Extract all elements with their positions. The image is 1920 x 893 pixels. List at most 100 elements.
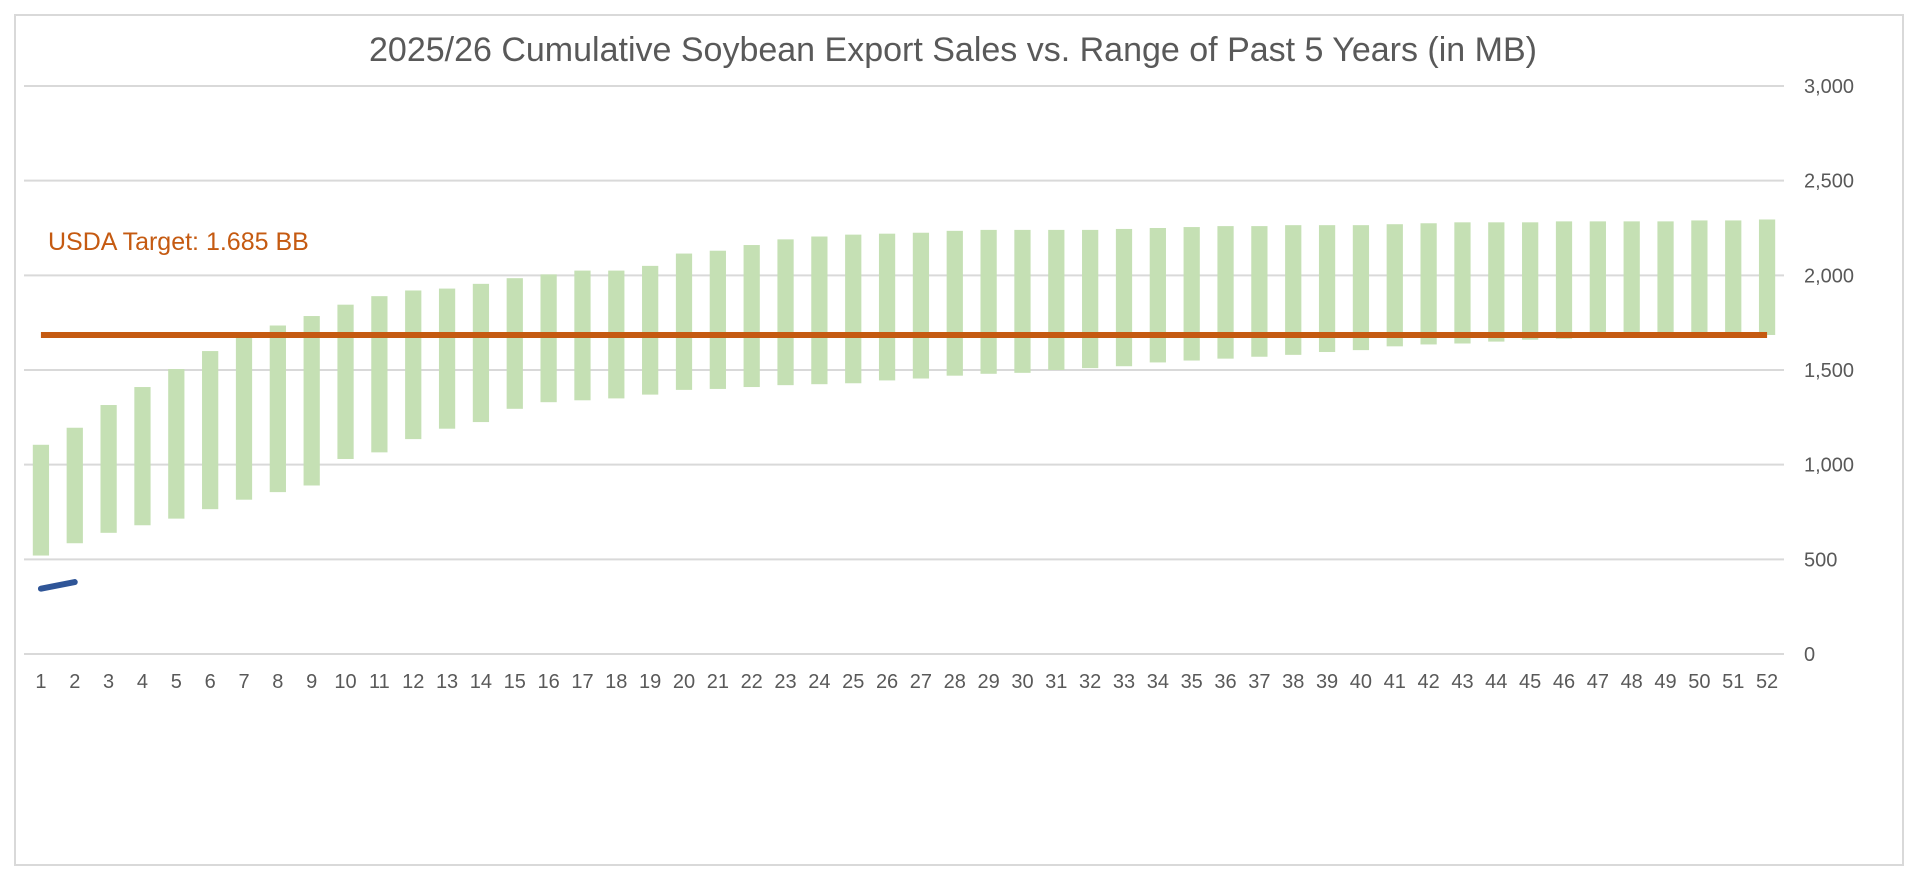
y-tick-label: 2,000 (1804, 265, 1854, 287)
x-tick-label: 22 (741, 671, 763, 693)
range-bar (811, 236, 828, 385)
x-tick-label: 13 (436, 671, 458, 693)
x-tick-label: 9 (306, 671, 317, 693)
x-tick-label: 36 (1214, 671, 1236, 693)
chart-frame: 2025/26 Cumulative Soybean Export Sales … (14, 14, 1904, 866)
y-tick-label: 2,500 (1804, 171, 1854, 193)
gridlines (24, 85, 1784, 655)
range-bar (337, 304, 354, 459)
x-tick-label: 6 (205, 671, 216, 693)
x-tick-label: 43 (1451, 671, 1473, 693)
range-bar (1657, 221, 1674, 337)
range-bar (1758, 219, 1776, 335)
range-bars (32, 219, 1776, 556)
current-year-line (37, 579, 78, 592)
x-tick-label: 39 (1316, 671, 1338, 693)
y-tick-label: 1,500 (1804, 360, 1854, 382)
x-tick-label: 48 (1621, 671, 1643, 693)
range-bar (1014, 229, 1031, 373)
x-tick-label: 17 (571, 671, 593, 693)
x-tick-label: 41 (1384, 671, 1406, 693)
x-tick-label: 16 (537, 671, 559, 693)
x-tick-label: 19 (639, 671, 661, 693)
range-bar (1149, 228, 1166, 363)
range-bar (1352, 225, 1370, 351)
x-tick-label: 52 (1756, 671, 1778, 693)
x-tick-label: 38 (1282, 671, 1304, 693)
range-bar (438, 288, 456, 429)
x-tick-label: 40 (1350, 671, 1372, 693)
x-tick-label: 18 (605, 671, 627, 693)
range-bar (1251, 226, 1268, 357)
range-bar (1725, 220, 1742, 336)
y-tick-label: 1,000 (1804, 455, 1854, 477)
range-bar (1386, 224, 1403, 347)
range-bar (709, 250, 726, 389)
x-tick-label: 44 (1485, 671, 1507, 693)
y-tick-label: 3,000 (1804, 76, 1854, 98)
range-bar (371, 296, 388, 453)
x-tick-label: 24 (808, 671, 830, 693)
x-tick-label: 5 (171, 671, 182, 693)
x-tick-label: 20 (673, 671, 695, 693)
x-tick-label: 28 (944, 671, 966, 693)
range-bar (540, 274, 557, 403)
range-bar (675, 253, 693, 390)
range-bar (642, 265, 659, 395)
range-bar (1420, 223, 1437, 345)
range-bar (1691, 220, 1708, 336)
range-bar (1623, 221, 1640, 337)
x-tick-label: 50 (1688, 671, 1710, 693)
range-bar (405, 290, 422, 440)
x-tick-label: 8 (272, 671, 283, 693)
x-tick-label: 23 (774, 671, 796, 693)
x-tick-label: 27 (910, 671, 932, 693)
x-tick-label: 46 (1553, 671, 1575, 693)
x-tick-label: 1 (35, 671, 46, 693)
range-bar (1555, 221, 1573, 339)
x-tick-label: 37 (1248, 671, 1270, 693)
range-bar (506, 278, 523, 409)
range-bar (1318, 225, 1336, 353)
x-tick-label: 25 (842, 671, 864, 693)
y-axis-labels: 0 500 1,000 1,500 2,000 2,500 3,000 (1804, 76, 1854, 666)
x-tick-label: 2 (69, 671, 80, 693)
x-tick-label: 42 (1417, 671, 1439, 693)
range-bar (1454, 222, 1471, 344)
range-bar (1589, 221, 1606, 338)
x-tick-label: 31 (1045, 671, 1067, 693)
x-tick-label: 26 (876, 671, 898, 693)
x-tick-label: 3 (103, 671, 114, 693)
range-bar (66, 427, 83, 544)
x-tick-label: 30 (1011, 671, 1033, 693)
range-bar (202, 351, 219, 510)
x-tick-label: 10 (334, 671, 356, 693)
range-bar (269, 325, 286, 493)
x-tick-label: 47 (1587, 671, 1609, 693)
x-tick-label: 34 (1147, 671, 1169, 693)
range-bar (1115, 228, 1133, 367)
range-bar (235, 333, 253, 500)
range-bar (1183, 227, 1200, 361)
x-tick-label: 33 (1113, 671, 1135, 693)
range-bar (845, 234, 862, 384)
x-tick-label: 14 (470, 671, 492, 693)
range-bar (777, 239, 794, 386)
x-tick-label: 45 (1519, 671, 1541, 693)
x-tick-label: 12 (402, 671, 424, 693)
x-tick-label: 11 (369, 671, 390, 693)
x-tick-label: 21 (707, 671, 729, 693)
range-bar (743, 245, 760, 388)
range-bar (1522, 222, 1539, 340)
range-bar (1048, 229, 1065, 370)
target-line-group: USDA Target: 1.685 BB (40, 228, 1768, 338)
range-bar (303, 316, 320, 486)
range-bar (1285, 225, 1302, 355)
x-tick-label: 35 (1181, 671, 1203, 693)
x-tick-label: 51 (1722, 671, 1744, 693)
x-tick-label: 15 (504, 671, 526, 693)
range-bar (912, 232, 930, 379)
range-bar (472, 283, 490, 423)
x-axis-labels: 1 2 3 4 5 6 7 8 9 10 11 12 13 14 15 16 17 18 19 20 21 22 23 24 2… (35, 671, 1778, 693)
range-bar (134, 387, 151, 526)
